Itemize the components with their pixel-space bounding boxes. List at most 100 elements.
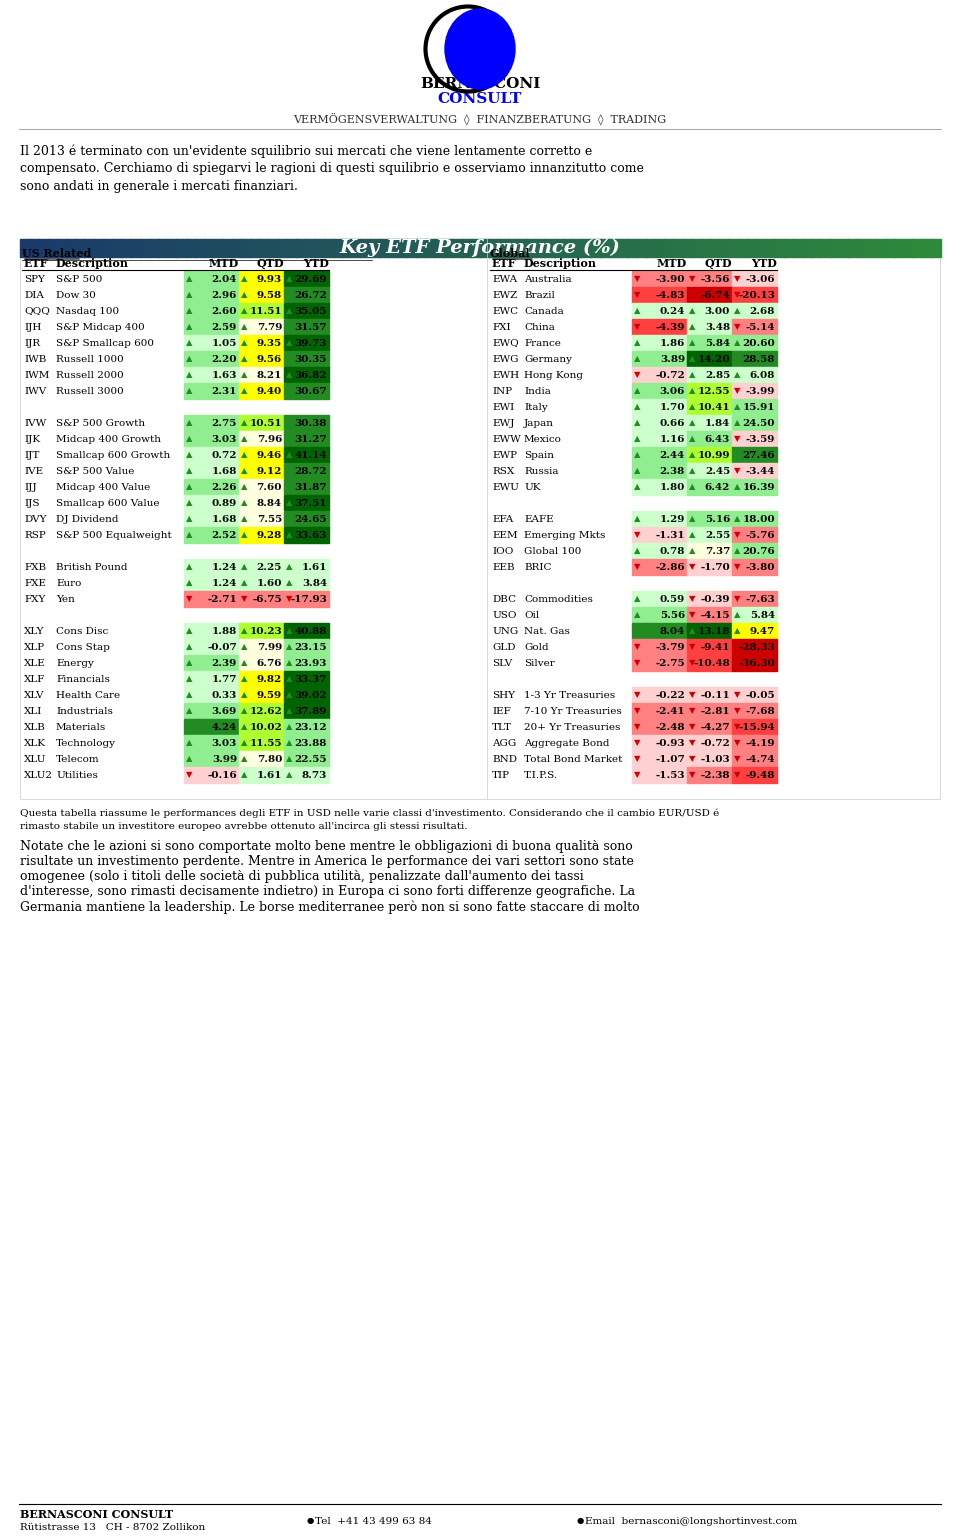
Text: 31.87: 31.87 (295, 483, 327, 491)
Bar (462, 239, 471, 257)
Text: ▲: ▲ (286, 739, 293, 748)
Bar (93, 239, 104, 257)
Text: Total Bond Market: Total Bond Market (524, 754, 622, 763)
Bar (687, 511, 732, 526)
Bar (590, 239, 601, 257)
Bar (516, 239, 527, 257)
Text: ▼: ▼ (734, 466, 740, 476)
Bar (536, 239, 545, 257)
Text: S&P 500 Growth: S&P 500 Growth (56, 419, 145, 428)
Text: Energy: Energy (56, 659, 94, 668)
Bar (811, 239, 822, 257)
Bar (544, 239, 555, 257)
Text: ▲: ▲ (634, 611, 640, 620)
Bar (388, 239, 398, 257)
Text: ▲: ▲ (634, 626, 640, 636)
Text: ▼: ▼ (689, 659, 695, 668)
Text: QTD: QTD (256, 259, 284, 269)
Bar (284, 496, 329, 511)
Bar (184, 496, 239, 511)
Text: 9.12: 9.12 (256, 466, 282, 476)
Bar (866, 239, 876, 257)
Text: 1.68: 1.68 (211, 466, 237, 476)
Text: 3.89: 3.89 (660, 354, 685, 363)
Text: -0.11: -0.11 (700, 691, 730, 700)
Bar (239, 463, 284, 479)
Bar (239, 639, 284, 656)
Text: 6.76: 6.76 (256, 659, 282, 668)
Bar (296, 239, 306, 257)
Text: 16.39: 16.39 (742, 483, 775, 491)
Text: ▲: ▲ (286, 483, 293, 491)
Bar (284, 703, 329, 719)
Text: ▼: ▼ (634, 562, 640, 571)
Text: ▲: ▲ (241, 306, 248, 315)
Text: ▲: ▲ (286, 306, 293, 315)
Bar (691, 239, 702, 257)
Bar (632, 751, 687, 766)
Text: ▲: ▲ (286, 691, 293, 700)
Bar (184, 366, 239, 383)
Text: -1.03: -1.03 (701, 754, 730, 763)
Bar (360, 239, 371, 257)
Text: 1.29: 1.29 (660, 514, 685, 523)
Text: 2.96: 2.96 (211, 291, 237, 300)
Text: 2.44: 2.44 (660, 451, 685, 460)
Text: Canada: Canada (524, 306, 564, 315)
Text: 4.24: 4.24 (212, 722, 237, 731)
Text: ▼: ▼ (734, 642, 740, 651)
Bar (732, 559, 777, 576)
Bar (333, 239, 343, 257)
Bar (632, 639, 687, 656)
Text: ▼: ▼ (689, 722, 695, 731)
Text: ▲: ▲ (634, 451, 640, 460)
Text: ▲: ▲ (241, 451, 248, 460)
Text: omogenee (solo i titoli delle società di pubblica utilità, penalizzate dall'aume: omogenee (solo i titoli delle società di… (20, 870, 584, 883)
Bar (632, 303, 687, 319)
Text: ▲: ▲ (241, 659, 248, 668)
Text: S&P Midcap 400: S&P Midcap 400 (56, 323, 145, 331)
Text: ▲: ▲ (634, 594, 640, 603)
Text: ▲: ▲ (186, 291, 193, 300)
Bar (839, 239, 849, 257)
Bar (29, 239, 39, 257)
Text: ▲: ▲ (241, 339, 248, 348)
Text: -3.90: -3.90 (656, 274, 685, 283)
Text: -2.38: -2.38 (701, 771, 730, 779)
Text: T.I.P.S.: T.I.P.S. (524, 771, 558, 779)
Text: Yen: Yen (56, 594, 75, 603)
Text: 2.25: 2.25 (256, 562, 282, 571)
Bar (48, 239, 58, 257)
Text: ▲: ▲ (241, 579, 248, 588)
Bar (885, 239, 895, 257)
Text: Utilities: Utilities (56, 771, 98, 779)
Text: USO: USO (492, 611, 516, 620)
Text: IOO: IOO (492, 546, 514, 556)
Text: Global 100: Global 100 (524, 546, 582, 556)
Text: XLE: XLE (24, 659, 46, 668)
Bar (416, 239, 426, 257)
Bar (687, 336, 732, 351)
Text: 39.73: 39.73 (295, 339, 327, 348)
Text: 2.55: 2.55 (705, 531, 730, 540)
Text: S&P 500 Value: S&P 500 Value (56, 466, 134, 476)
Bar (632, 351, 687, 366)
Bar (284, 576, 329, 591)
Text: 9.59: 9.59 (257, 691, 282, 700)
Bar (38, 239, 49, 257)
Text: Cons Disc: Cons Disc (56, 626, 108, 636)
Text: QTD: QTD (705, 259, 732, 269)
Text: 5.84: 5.84 (705, 339, 730, 348)
Text: 10.41: 10.41 (697, 403, 730, 411)
Text: Japan: Japan (524, 419, 554, 428)
Text: FXB: FXB (24, 562, 46, 571)
Bar (259, 239, 270, 257)
Bar (894, 239, 904, 257)
Text: ▲: ▲ (689, 386, 695, 396)
Text: EWG: EWG (492, 354, 518, 363)
Bar (732, 591, 777, 606)
Text: 8.84: 8.84 (257, 499, 282, 508)
Text: ▲: ▲ (286, 771, 293, 779)
Text: 1.24: 1.24 (211, 579, 237, 588)
Text: ▲: ▲ (186, 499, 193, 508)
